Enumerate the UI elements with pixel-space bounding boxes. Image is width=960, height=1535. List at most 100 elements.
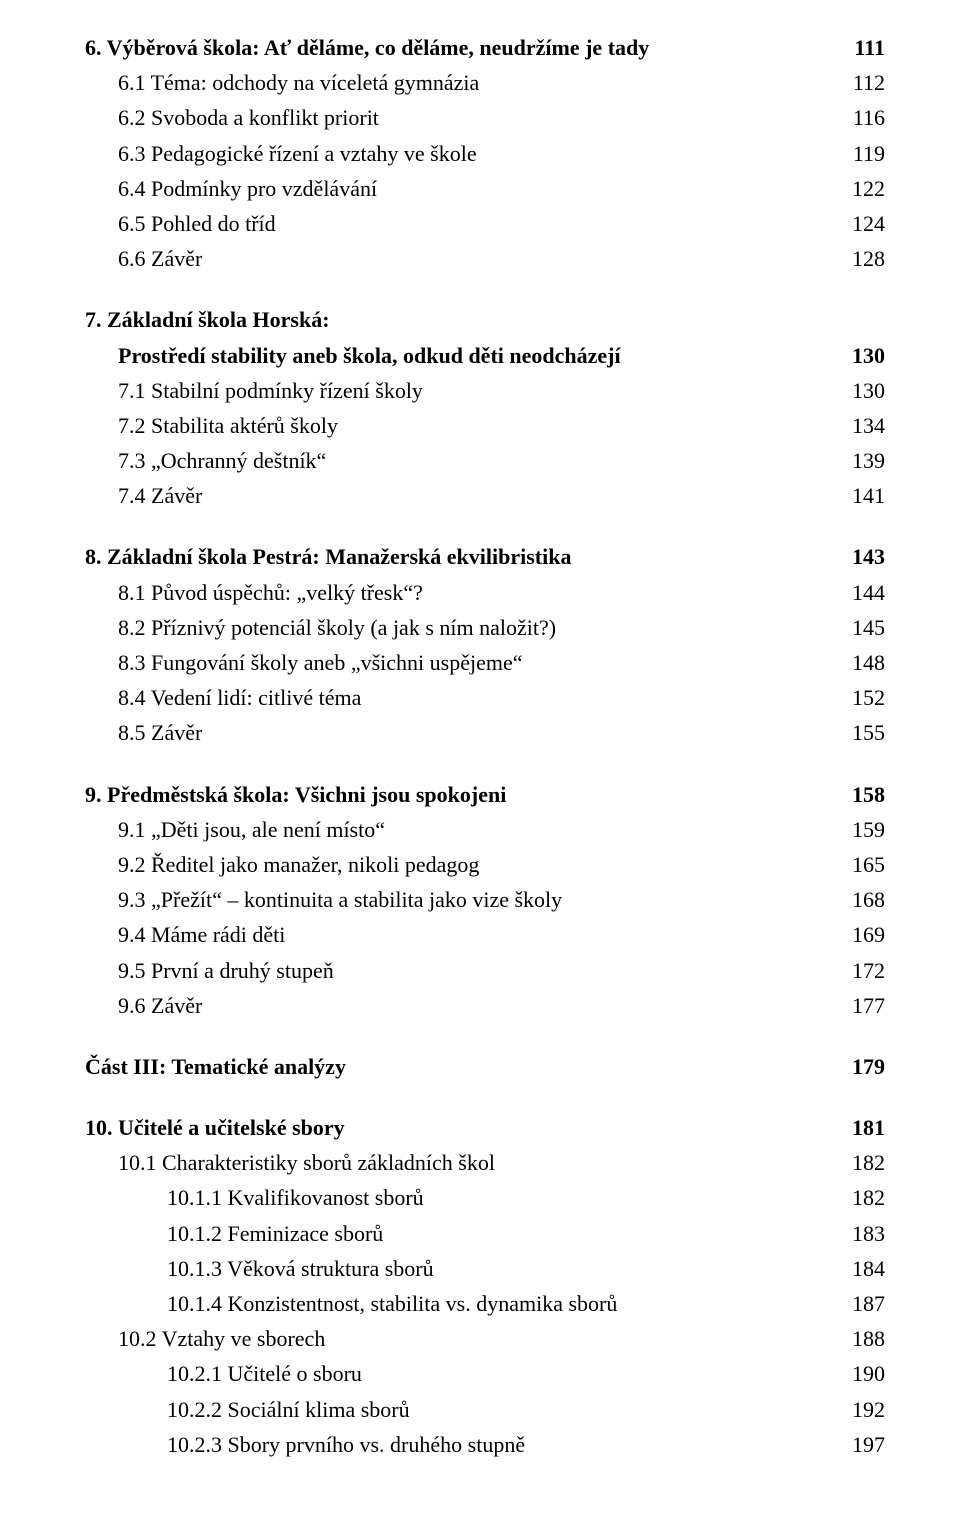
toc-page-number: 190	[840, 1356, 885, 1391]
toc-row: 7.1 Stabilní podmínky řízení školy130	[85, 373, 885, 408]
toc-label: 6.6 Závěr	[85, 241, 840, 276]
toc-row: Prostředí stability aneb škola, odkud dě…	[85, 338, 885, 373]
toc-page-number: 122	[840, 171, 885, 206]
toc-label: 10.2.2 Sociální klima sborů	[85, 1392, 840, 1427]
toc-page-number: 143	[840, 539, 885, 574]
toc-row: 9. Předměstská škola: Všichni jsou spoko…	[85, 777, 885, 812]
toc-row: 8.4 Vedení lidí: citlivé téma152	[85, 680, 885, 715]
toc-page-number: 155	[840, 715, 885, 750]
toc-label: 10.1.4 Konzistentnost, stabilita vs. dyn…	[85, 1286, 840, 1321]
toc-row: 9.5 První a druhý stupeň172	[85, 953, 885, 988]
toc-row: 6.5 Pohled do tříd124	[85, 206, 885, 241]
toc-row: 10.1.4 Konzistentnost, stabilita vs. dyn…	[85, 1286, 885, 1321]
toc-row: 6.4 Podmínky pro vzdělávání122	[85, 171, 885, 206]
toc-page-number: 165	[840, 847, 885, 882]
table-of-contents: 6. Výběrová škola: Ať děláme, co děláme,…	[85, 30, 885, 1462]
toc-section: 10. Učitelé a učitelské sbory18110.1 Cha…	[85, 1110, 885, 1462]
toc-label: 6.5 Pohled do tříd	[85, 206, 840, 241]
toc-label: Prostředí stability aneb škola, odkud dě…	[85, 338, 840, 373]
toc-row: 7.4 Závěr141	[85, 478, 885, 513]
toc-label: 7.4 Závěr	[85, 478, 840, 513]
toc-page-number: 172	[840, 953, 885, 988]
toc-row: 6.2 Svoboda a konflikt priorit116	[85, 100, 885, 135]
toc-label: 10. Učitelé a učitelské sbory	[85, 1110, 840, 1145]
toc-page-number: 145	[840, 610, 885, 645]
toc-section: 7. Základní škola Horská:Prostředí stabi…	[85, 302, 885, 513]
toc-page-number: 168	[840, 882, 885, 917]
toc-page-number: 119	[840, 136, 885, 171]
toc-page-number: 182	[840, 1180, 885, 1215]
toc-label: 9.1 „Děti jsou, ale není místo“	[85, 812, 840, 847]
toc-label: 9.2 Ředitel jako manažer, nikoli pedagog	[85, 847, 840, 882]
toc-row: 8. Základní škola Pestrá: Manažerská ekv…	[85, 539, 885, 574]
toc-page-number: 179	[840, 1049, 885, 1084]
toc-page-number: 187	[840, 1286, 885, 1321]
toc-row: 7.3 „Ochranný deštník“139	[85, 443, 885, 478]
toc-row: 8.1 Původ úspěchů: „velký třesk“?144	[85, 575, 885, 610]
toc-page-number: 182	[840, 1145, 885, 1180]
toc-label: 10.1.3 Věková struktura sborů	[85, 1251, 840, 1286]
toc-page-number: 188	[840, 1321, 885, 1356]
toc-page-number: 139	[840, 443, 885, 478]
toc-label: 9. Předměstská škola: Všichni jsou spoko…	[85, 777, 840, 812]
toc-page-number: 141	[840, 478, 885, 513]
toc-row: 9.4 Máme rádi děti169	[85, 917, 885, 952]
toc-label: 8.5 Závěr	[85, 715, 840, 750]
toc-page-number: 177	[840, 988, 885, 1023]
toc-label: 9.6 Závěr	[85, 988, 840, 1023]
toc-label: 7.1 Stabilní podmínky řízení školy	[85, 373, 840, 408]
toc-section: 9. Předměstská škola: Všichni jsou spoko…	[85, 777, 885, 1023]
toc-label: Část III: Tematické analýzy	[85, 1049, 840, 1084]
toc-label: 7.2 Stabilita aktérů školy	[85, 408, 840, 443]
toc-page-number: 134	[840, 408, 885, 443]
toc-row: 10.2.2 Sociální klima sborů192	[85, 1392, 885, 1427]
toc-page-number: 111	[840, 30, 885, 65]
toc-row: 10.2.3 Sbory prvního vs. druhého stupně1…	[85, 1427, 885, 1462]
toc-section: Část III: Tematické analýzy179	[85, 1049, 885, 1084]
toc-row: 6.3 Pedagogické řízení a vztahy ve škole…	[85, 136, 885, 171]
toc-label: 9.5 První a druhý stupeň	[85, 953, 840, 988]
toc-page-number: 192	[840, 1392, 885, 1427]
toc-row: 6.1 Téma: odchody na víceletá gymnázia11…	[85, 65, 885, 100]
toc-section: 8. Základní škola Pestrá: Manažerská ekv…	[85, 539, 885, 750]
toc-label: 8. Základní škola Pestrá: Manažerská ekv…	[85, 539, 840, 574]
toc-row: 10.2.1 Učitelé o sboru190	[85, 1356, 885, 1391]
toc-label: 6. Výběrová škola: Ať děláme, co děláme,…	[85, 30, 840, 65]
toc-label: 10.2.1 Učitelé o sboru	[85, 1356, 840, 1391]
toc-label: 6.3 Pedagogické řízení a vztahy ve škole	[85, 136, 840, 171]
toc-row: 9.6 Závěr177	[85, 988, 885, 1023]
toc-page-number: 184	[840, 1251, 885, 1286]
toc-row: 10.1.1 Kvalifikovanost sborů182	[85, 1180, 885, 1215]
toc-label: 8.1 Původ úspěchů: „velký třesk“?	[85, 575, 840, 610]
toc-page-number: 158	[840, 777, 885, 812]
toc-label: 7. Základní škola Horská:	[85, 302, 885, 337]
toc-page-number: 169	[840, 917, 885, 952]
toc-row: 8.2 Příznivý potenciál školy (a jak s ní…	[85, 610, 885, 645]
toc-label: 10.1 Charakteristiky sborů základních šk…	[85, 1145, 840, 1180]
toc-page-number: 112	[840, 65, 885, 100]
toc-page-number: 130	[840, 373, 885, 408]
toc-page-number: 130	[840, 338, 885, 373]
toc-page-number: 148	[840, 645, 885, 680]
toc-label: 10.1.1 Kvalifikovanost sborů	[85, 1180, 840, 1215]
toc-row: 6. Výběrová škola: Ať děláme, co děláme,…	[85, 30, 885, 65]
toc-row: 7.2 Stabilita aktérů školy134	[85, 408, 885, 443]
toc-page-number: 181	[840, 1110, 885, 1145]
toc-row: 7. Základní škola Horská:	[85, 302, 885, 337]
toc-page-number: 183	[840, 1216, 885, 1251]
toc-page-number: 197	[840, 1427, 885, 1462]
toc-label: 9.3 „Přežít“ – kontinuita a stabilita ja…	[85, 882, 840, 917]
toc-page-number: 152	[840, 680, 885, 715]
toc-row: 9.1 „Děti jsou, ale není místo“159	[85, 812, 885, 847]
toc-label: 8.3 Fungování školy aneb „všichni uspěje…	[85, 645, 840, 680]
toc-page-number: 116	[840, 100, 885, 135]
toc-label: 7.3 „Ochranný deštník“	[85, 443, 840, 478]
toc-label: 10.1.2 Feminizace sborů	[85, 1216, 840, 1251]
toc-row: 10.1.3 Věková struktura sborů184	[85, 1251, 885, 1286]
toc-label: 10.2 Vztahy ve sborech	[85, 1321, 840, 1356]
toc-row: Část III: Tematické analýzy179	[85, 1049, 885, 1084]
toc-row: 9.3 „Přežít“ – kontinuita a stabilita ja…	[85, 882, 885, 917]
toc-label: 8.4 Vedení lidí: citlivé téma	[85, 680, 840, 715]
toc-label: 6.2 Svoboda a konflikt priorit	[85, 100, 840, 135]
toc-row: 9.2 Ředitel jako manažer, nikoli pedagog…	[85, 847, 885, 882]
